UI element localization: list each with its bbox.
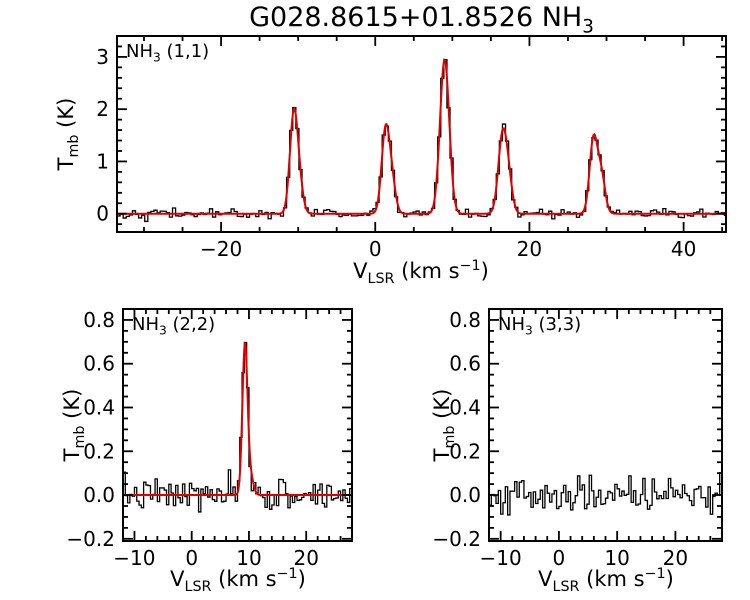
svg-text:0.2: 0.2	[83, 439, 115, 463]
x-title-mid: (km s	[211, 567, 277, 591]
panel-label-sub: 3	[153, 50, 161, 65]
y-title-sub: mb	[72, 425, 89, 449]
panel-label-nh3-11: NH3 (1,1)	[126, 41, 209, 65]
y-title-text: T	[429, 448, 454, 462]
svg-text:40: 40	[671, 237, 696, 261]
x-axis-title-bottom-left: VLSR (km s−1)	[170, 566, 306, 595]
svg-text:0.6: 0.6	[449, 352, 481, 376]
x-title-sup: −1	[276, 566, 298, 582]
x-title-sub: LSR	[184, 579, 212, 596]
svg-text:3: 3	[96, 45, 109, 69]
y-title-sub: mb	[442, 425, 459, 449]
panel-label-suffix: (1,1)	[160, 41, 210, 62]
svg-text:0.8: 0.8	[83, 308, 115, 332]
x-title-mid: (km s	[394, 259, 460, 283]
svg-text:0: 0	[553, 546, 566, 570]
panel-label-sub: 3	[159, 323, 167, 338]
panel-label-text: NH	[126, 41, 153, 62]
svg-text:20: 20	[663, 546, 688, 570]
y-title-text: T	[53, 157, 78, 171]
y-title-suffix: (K)	[59, 388, 84, 426]
x-title-text: V	[353, 259, 368, 283]
panel-label-sub: 3	[525, 323, 533, 338]
x-axis-title-bottom-right: VLSR (km s−1)	[538, 566, 674, 595]
y-title-text: T	[59, 448, 84, 462]
y-title-suffix: (K)	[429, 388, 454, 426]
y-axis-title-bottom-right: Tmb (K)	[430, 389, 458, 462]
y-axis-title-bottom-left: Tmb (K)	[60, 389, 88, 462]
svg-text:−10: −10	[479, 546, 521, 570]
y-title-sub: mb	[66, 134, 83, 158]
x-title-mid: (km s	[579, 567, 645, 591]
panel-label-text: NH	[132, 314, 159, 335]
panel-label-suffix: (3,3)	[532, 314, 582, 335]
svg-text:20: 20	[517, 237, 542, 261]
figure-title-sub: 3	[582, 16, 594, 38]
svg-text:0.8: 0.8	[449, 308, 481, 332]
panel-label-nh3-33: NH3 (3,3)	[498, 314, 581, 338]
svg-text:0.0: 0.0	[83, 483, 115, 507]
panel-label-suffix: (2,2)	[166, 314, 216, 335]
y-title-suffix: (K)	[53, 97, 78, 135]
svg-text:−0.2: −0.2	[66, 527, 115, 551]
svg-text:20: 20	[293, 546, 318, 570]
svg-text:0.0: 0.0	[449, 483, 481, 507]
svg-text:1: 1	[96, 149, 109, 173]
svg-text:0.4: 0.4	[83, 396, 115, 420]
svg-text:0.2: 0.2	[449, 439, 481, 463]
svg-text:2: 2	[96, 97, 109, 121]
x-title-suffix: )	[665, 567, 674, 591]
panel-label-text: NH	[498, 314, 525, 335]
x-title-sup: −1	[459, 258, 481, 274]
x-title-sub: LSR	[552, 579, 580, 596]
x-title-suffix: )	[480, 259, 489, 283]
svg-text:10: 10	[604, 546, 629, 570]
x-title-sub: LSR	[367, 271, 395, 288]
svg-text:−10: −10	[113, 546, 155, 570]
figure-title: G028.8615+01.8526 NH3	[117, 1, 726, 43]
svg-text:0: 0	[369, 237, 382, 261]
svg-text:−20: −20	[200, 237, 242, 261]
panel-label-nh3-22: NH3 (2,2)	[132, 314, 215, 338]
svg-text:0: 0	[96, 202, 109, 226]
svg-text:10: 10	[236, 546, 261, 570]
x-title-text: V	[170, 567, 185, 591]
y-axis-title-top: Tmb (K)	[54, 98, 82, 171]
svg-text:−0.2: −0.2	[432, 527, 481, 551]
x-title-sup: −1	[644, 566, 666, 582]
x-title-text: V	[538, 567, 553, 591]
svg-text:0.6: 0.6	[83, 352, 115, 376]
svg-text:0.4: 0.4	[449, 396, 481, 420]
svg-text:0: 0	[185, 546, 198, 570]
x-title-suffix: )	[297, 567, 306, 591]
figure-title-text: G028.8615+01.8526 NH	[249, 2, 583, 33]
x-axis-title-top: VLSR (km s−1)	[353, 258, 489, 287]
